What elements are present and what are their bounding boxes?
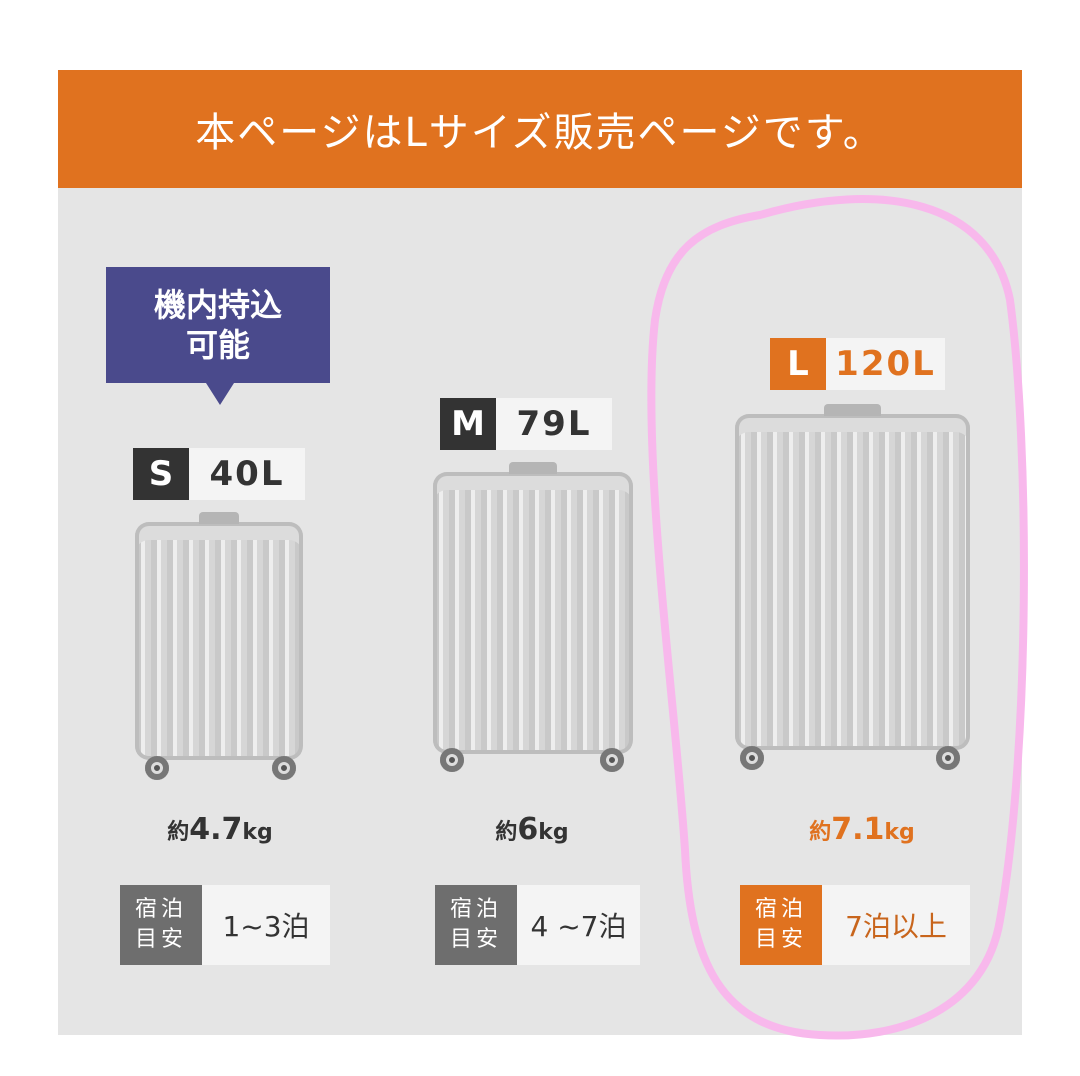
wheel [600,748,624,772]
size-label-m: M 79L [440,398,612,450]
size-volume: 79L [496,398,612,450]
page-banner: 本ページはLサイズ販売ページです。 [58,70,1022,188]
suitcase-l-image [735,404,970,750]
wheel [145,756,169,780]
size-volume: 40L [189,448,305,500]
size-volume: 120L [826,338,945,390]
size-label-s: S 40L [133,448,305,500]
size-key: L [770,338,826,390]
size-label-l: L 120L [770,338,945,390]
carry-on-line2: 可能 [185,326,250,364]
size-key: M [440,398,496,450]
wheel [936,746,960,770]
stay-m: 宿泊 目安 4 ~7泊 [435,885,640,965]
stay-s: 宿泊 目安 1~3泊 [120,885,330,965]
weight-m: 約6kg [495,812,569,847]
carry-on-line1: 機内持込 [153,286,282,324]
suitcase-m-image [433,462,633,754]
stay-l: 宿泊 目安 7泊以上 [740,885,970,965]
carry-on-badge: 機内持込 可能 [106,267,330,405]
wheel [440,748,464,772]
suitcase-s-image [135,512,303,760]
wheel [272,756,296,780]
weight-l: 約7.1kg [809,812,915,847]
weight-s: 約4.7kg [167,812,273,847]
size-key: S [133,448,189,500]
wheel [740,746,764,770]
